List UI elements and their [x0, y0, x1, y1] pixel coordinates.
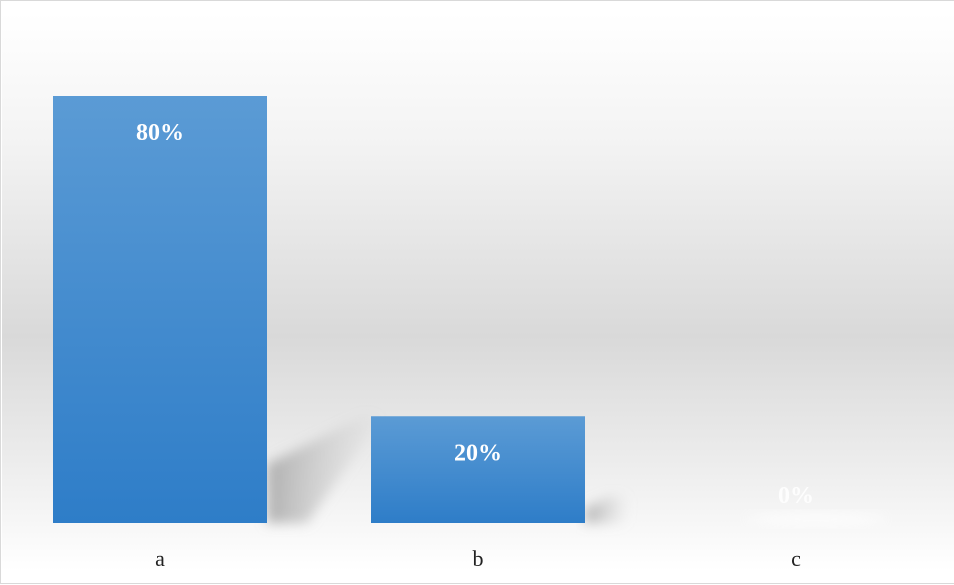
data-label-c: 0% — [778, 483, 814, 509]
bar-shadow — [585, 496, 630, 523]
category-label-a: a — [155, 546, 165, 571]
category-label-b: b — [473, 546, 484, 571]
data-label-a: 80% — [136, 120, 184, 146]
category-label-c: c — [791, 546, 801, 571]
bar-shadow — [267, 416, 384, 523]
bar-a — [53, 96, 267, 523]
data-label-b: 20% — [454, 440, 502, 466]
bar-shadow — [746, 514, 886, 524]
bar-b — [371, 416, 585, 523]
